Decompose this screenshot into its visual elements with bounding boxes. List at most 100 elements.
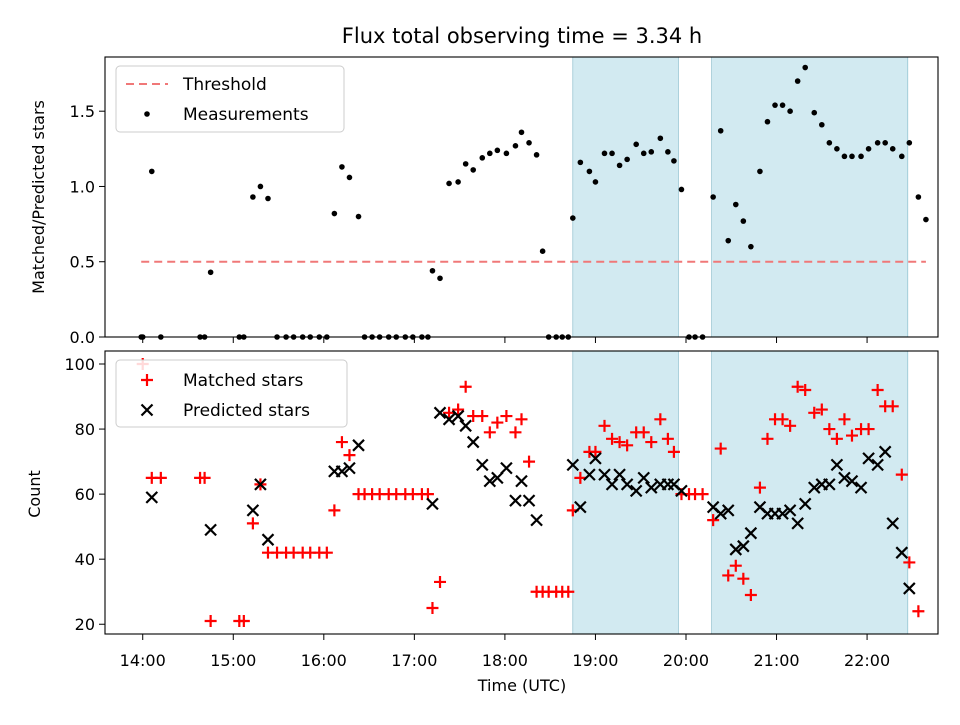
- predicted-star-point: [583, 468, 596, 481]
- measurement-point: [648, 149, 655, 155]
- top-ylabel: Matched/Predicted stars: [29, 100, 48, 294]
- measurement-point: [692, 334, 698, 340]
- predicted-star-point: [261, 533, 275, 546]
- measurement-point: [419, 334, 425, 340]
- matched-star-point: [154, 471, 167, 484]
- matched-star-point: [621, 439, 634, 452]
- predicted-star-point: [871, 458, 884, 472]
- predicted-star-point: [798, 497, 812, 511]
- measurement-point: [201, 334, 208, 340]
- x-tick-label: 20:00: [663, 651, 709, 670]
- legend-matched-label: Matched stars: [183, 371, 303, 391]
- matched-star-point: [776, 413, 789, 426]
- predicted-star-point: [246, 504, 260, 517]
- predicted-star-point: [838, 471, 851, 485]
- measurement-point: [906, 140, 913, 146]
- matched-star-point: [335, 436, 348, 449]
- y-tick-label: 80: [75, 420, 95, 439]
- measurement-point: [841, 153, 848, 160]
- matched-star-point: [574, 471, 587, 484]
- shaded-interval: [572, 56, 679, 338]
- predicted-star-point: [515, 474, 528, 488]
- measurement-point: [834, 146, 840, 152]
- legend-measurement-swatch: [144, 111, 150, 117]
- measurement-point: [802, 64, 809, 71]
- measurement-point: [410, 334, 416, 340]
- measurement-point: [425, 334, 431, 340]
- predicted-star-point: [737, 539, 750, 553]
- bottom-ylabel: Count: [25, 470, 44, 518]
- legend-predicted-label: Predicted stars: [183, 401, 310, 421]
- measurement-point: [633, 141, 639, 148]
- measurement-point: [470, 167, 477, 173]
- matched-star-point: [661, 432, 674, 445]
- measurement-point: [539, 248, 546, 254]
- measurement-point: [923, 216, 929, 223]
- measurement-point: [732, 201, 739, 208]
- legend-box: [115, 359, 348, 428]
- y-tick-label: 1.0: [70, 177, 95, 196]
- matched-star-point: [895, 468, 908, 481]
- matched-star-point: [500, 410, 513, 423]
- predicted-star-point: [483, 474, 497, 488]
- measurement-point: [858, 153, 864, 160]
- measurement-point: [657, 135, 664, 142]
- measurement-point: [455, 179, 461, 185]
- measurement-point: [609, 150, 615, 157]
- predicted-star-point: [433, 406, 447, 420]
- predicted-star-point: [598, 468, 611, 481]
- measurement-point: [592, 179, 599, 185]
- measurement-point: [250, 194, 256, 200]
- predicted-star-point: [335, 465, 349, 478]
- measurement-point: [849, 153, 855, 160]
- predicted-star-point: [509, 494, 522, 507]
- matched-star-point: [645, 436, 658, 449]
- matched-star-point: [562, 585, 575, 598]
- matched-star-point: [476, 410, 489, 423]
- matched-star-point: [696, 488, 709, 501]
- x-tick-label: 21:00: [753, 651, 799, 670]
- measurement-point: [898, 153, 905, 160]
- measurement-point: [779, 102, 786, 108]
- predicted-star-point: [459, 419, 472, 433]
- y-tick-label: 20: [75, 615, 95, 634]
- predicted-star-point: [744, 526, 758, 540]
- axes-frame: [104, 56, 939, 338]
- x-tick-label: 22:00: [844, 651, 890, 670]
- predicted-star-point: [776, 507, 789, 520]
- predicted-star-point: [475, 458, 489, 472]
- measurement-point: [265, 195, 271, 202]
- measurement-point: [787, 108, 793, 114]
- measurement-point: [665, 149, 671, 155]
- matched-star-point: [744, 588, 757, 601]
- matched-star-point: [714, 442, 727, 455]
- measurement-point: [757, 168, 763, 175]
- measurement-point: [402, 334, 409, 340]
- matched-star-point: [198, 471, 211, 484]
- predicted-star-point: [886, 517, 900, 530]
- predicted-star-point: [500, 461, 513, 475]
- predicted-star-point: [530, 513, 543, 527]
- predicted-star-point: [466, 435, 480, 449]
- matched-star-point: [871, 384, 884, 397]
- predicted-star-point: [823, 478, 836, 491]
- measurement-point: [819, 121, 825, 128]
- x-tick-label: 19:00: [572, 651, 618, 670]
- axes-frame: [104, 350, 939, 635]
- predicted-star-point: [729, 543, 743, 556]
- matched-star-point: [808, 406, 821, 419]
- top-panel: 0.0 0.5 1.0 1.5 Threshold Measurements: [70, 56, 939, 347]
- predicted-star-point: [613, 468, 626, 481]
- matched-star-point: [707, 514, 720, 527]
- measurement-point: [640, 150, 647, 157]
- predicted-star-point: [352, 439, 365, 452]
- measurement-point: [316, 334, 323, 340]
- matched-star-point: [753, 481, 766, 494]
- x-tick-label: 17:00: [391, 651, 437, 670]
- predicted-star-point: [791, 517, 804, 530]
- measurement-point: [290, 334, 297, 340]
- matched-star-point: [654, 413, 667, 426]
- legend-threshold-label: Threshold: [182, 75, 267, 95]
- predicted-star-point: [566, 458, 580, 472]
- measurement-point: [671, 158, 677, 164]
